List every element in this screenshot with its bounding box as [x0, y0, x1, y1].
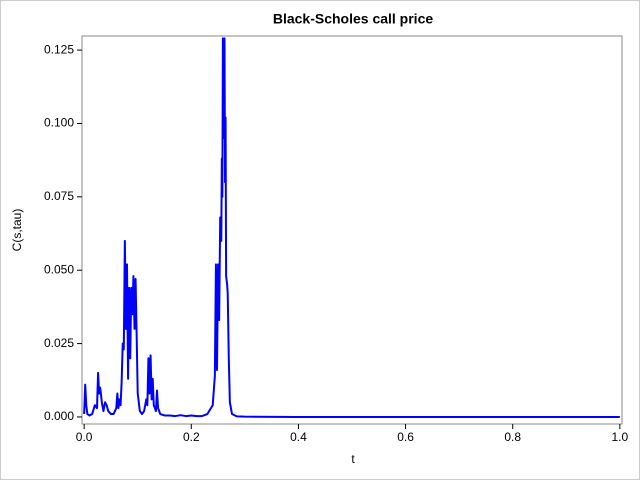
x-axis-label: t: [351, 452, 355, 466]
x-tick-label: 0.2: [183, 430, 200, 444]
x-tick-label: 0.4: [290, 430, 307, 444]
y-tick-label: 0.025: [44, 336, 74, 350]
x-tick-label: 1.0: [612, 430, 629, 444]
y-tick-label: 0.075: [44, 189, 74, 203]
plot-frame: [81, 35, 623, 425]
y-tick-label: 0.125: [44, 42, 74, 56]
y-tick-label: 0.100: [44, 116, 74, 130]
x-tick-label: 0.0: [76, 430, 93, 444]
y-tick-label: 0.050: [44, 262, 74, 276]
chart-title: Black-Scholes call price: [273, 11, 434, 27]
data-line: [83, 37, 620, 418]
x-tick-label: 0.6: [397, 430, 414, 444]
y-tick-label: 0.000: [44, 409, 74, 423]
x-tick-label: 0.8: [504, 430, 521, 444]
y-axis-label: C(s,tau): [10, 209, 24, 252]
